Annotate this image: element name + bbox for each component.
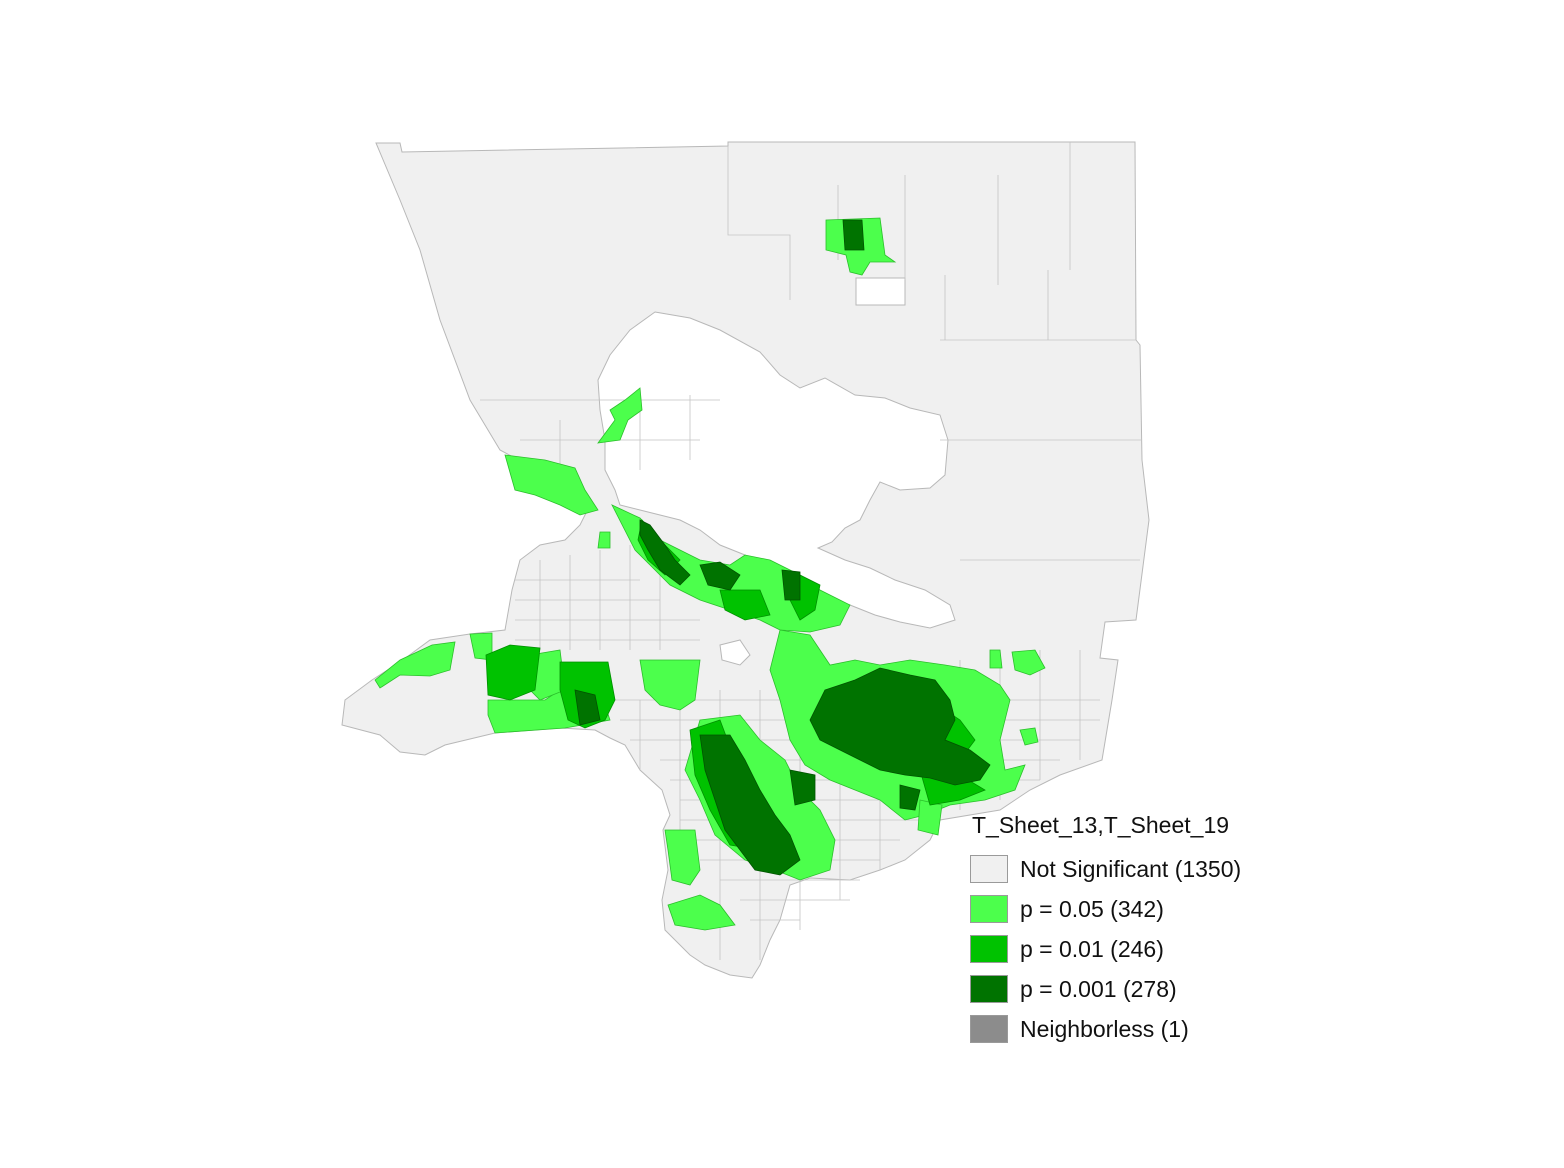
p0001-clusters xyxy=(574,219,991,876)
legend-item: p = 0.001 (278) xyxy=(970,969,1241,1009)
legend-label: p = 0.001 (278) xyxy=(1020,975,1177,1002)
legend-swatch xyxy=(970,855,1008,883)
legend-items: Not Significant (1350) p = 0.05 (342) p = … xyxy=(970,849,1241,1049)
legend-label: Neighborless (1) xyxy=(1020,1015,1189,1042)
legend-item: p = 0.05 (342) xyxy=(970,889,1241,929)
legend-swatch xyxy=(970,1015,1008,1043)
map-legend: T_Sheet_13,T_Sheet_19 Not Significant (1… xyxy=(970,812,1241,1049)
legend-title: T_Sheet_13,T_Sheet_19 xyxy=(972,812,1230,838)
legend-label: p = 0.01 (246) xyxy=(1020,935,1164,962)
legend-item: Not Significant (1350) xyxy=(970,849,1241,889)
legend-swatch xyxy=(970,975,1008,1003)
unshaded-area xyxy=(597,277,956,666)
legend-item: Neighborless (1) xyxy=(970,1009,1241,1049)
legend-item: p = 0.01 (246) xyxy=(970,929,1241,969)
legend-label: p = 0.05 (342) xyxy=(1020,895,1164,922)
legend-swatch xyxy=(970,935,1008,963)
legend-label: Not Significant (1350) xyxy=(1020,855,1242,882)
legend-swatch xyxy=(970,895,1008,923)
